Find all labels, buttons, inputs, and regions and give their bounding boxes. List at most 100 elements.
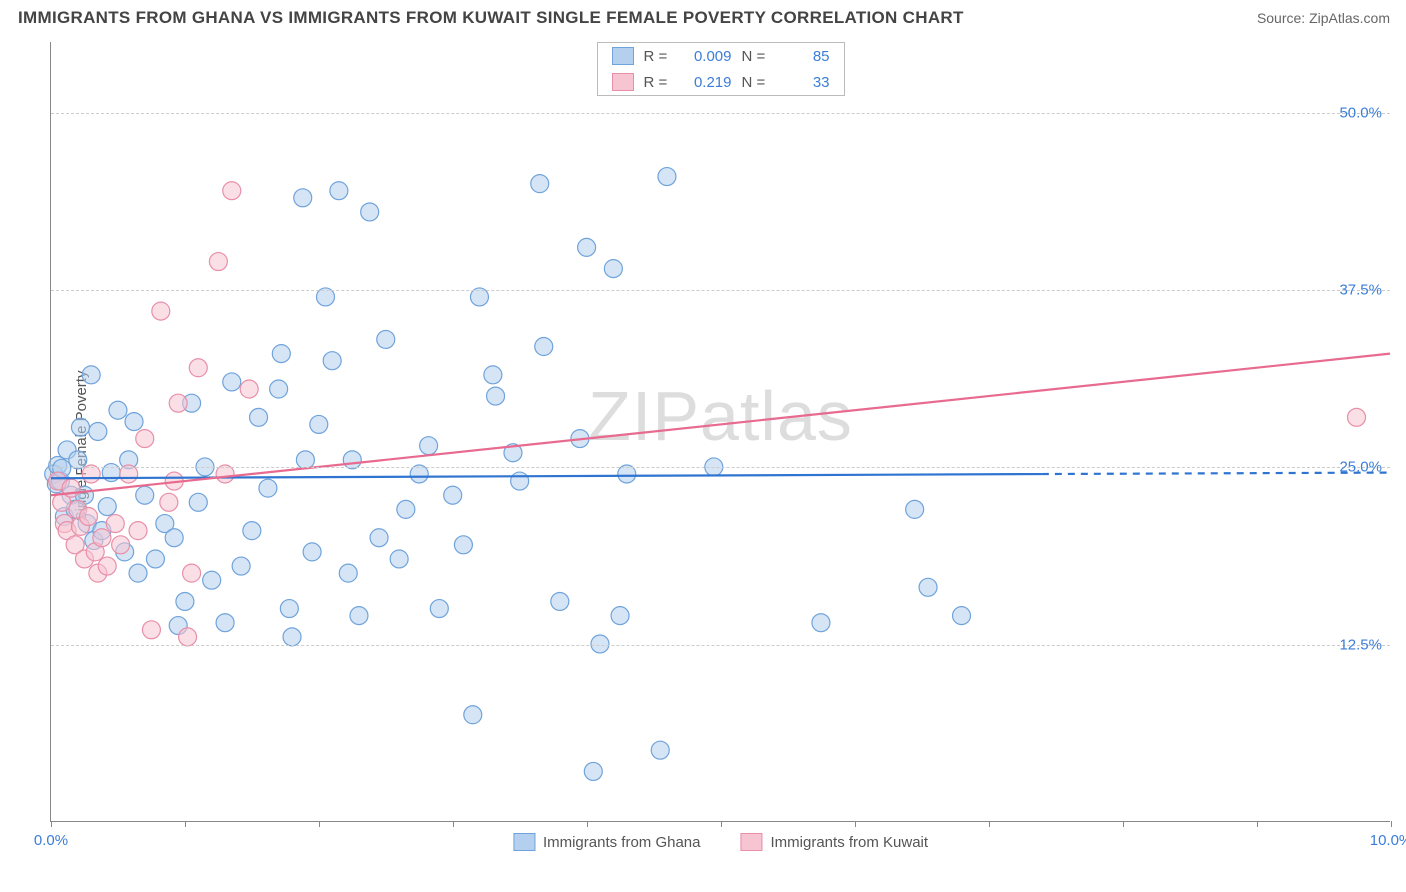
data-point [112, 536, 130, 554]
data-point [189, 493, 207, 511]
x-tick [1257, 821, 1258, 827]
data-point [71, 418, 89, 436]
data-point [109, 401, 127, 419]
legend-swatch-kuwait [741, 833, 763, 851]
data-point [136, 486, 154, 504]
data-point [183, 564, 201, 582]
x-tick [855, 821, 856, 827]
data-point [223, 373, 241, 391]
data-point [106, 515, 124, 533]
data-point [296, 451, 314, 469]
x-tick [185, 821, 186, 827]
data-point [611, 607, 629, 625]
data-point [310, 415, 328, 433]
scatter-plot-svg [51, 42, 1390, 821]
data-point [584, 762, 602, 780]
data-point [651, 741, 669, 759]
data-point [280, 600, 298, 618]
data-point [906, 500, 924, 518]
n-value-ghana: 85 [782, 48, 830, 65]
data-point [129, 564, 147, 582]
data-point [397, 500, 415, 518]
data-point [270, 380, 288, 398]
data-point [444, 486, 462, 504]
data-point [259, 479, 277, 497]
data-point [294, 189, 312, 207]
y-tick-label: 37.5% [1339, 282, 1382, 299]
legend-label-ghana: Immigrants from Ghana [543, 834, 701, 851]
data-point [658, 168, 676, 186]
x-tick-label: 10.0% [1370, 832, 1406, 849]
x-tick [453, 821, 454, 827]
data-point [189, 359, 207, 377]
legend-swatch-ghana [513, 833, 535, 851]
data-point [89, 423, 107, 441]
data-point [79, 507, 97, 525]
data-point [953, 607, 971, 625]
data-point [272, 345, 290, 363]
x-tick [319, 821, 320, 827]
y-tick-label: 12.5% [1339, 636, 1382, 653]
data-point [179, 628, 197, 646]
data-point [377, 330, 395, 348]
data-point [223, 182, 241, 200]
legend-item-kuwait: Immigrants from Kuwait [741, 833, 929, 851]
gridline [51, 645, 1390, 646]
data-point [454, 536, 472, 554]
r-label: R = [644, 74, 674, 91]
r-value-ghana: 0.009 [684, 48, 732, 65]
data-point [136, 430, 154, 448]
data-point [169, 394, 187, 412]
data-point [303, 543, 321, 561]
data-point [125, 413, 143, 431]
chart-title: IMMIGRANTS FROM GHANA VS IMMIGRANTS FROM… [18, 8, 964, 28]
swatch-kuwait [612, 73, 634, 91]
gridline [51, 290, 1390, 291]
data-point [203, 571, 221, 589]
data-point [209, 253, 227, 271]
data-point [152, 302, 170, 320]
data-point [604, 260, 622, 278]
data-point [129, 522, 147, 540]
data-point [430, 600, 448, 618]
x-tick [1391, 821, 1392, 827]
data-point [464, 706, 482, 724]
data-point [93, 529, 111, 547]
data-point [551, 592, 569, 610]
data-point [531, 175, 549, 193]
x-tick [721, 821, 722, 827]
x-tick [989, 821, 990, 827]
data-point [98, 498, 116, 516]
gridline [51, 113, 1390, 114]
data-point [283, 628, 301, 646]
data-point [69, 451, 87, 469]
r-label: R = [644, 48, 674, 65]
x-tick-label: 0.0% [34, 832, 68, 849]
data-point [146, 550, 164, 568]
y-tick-label: 50.0% [1339, 104, 1382, 121]
data-point [240, 380, 258, 398]
swatch-ghana [612, 47, 634, 65]
data-point [323, 352, 341, 370]
data-point [420, 437, 438, 455]
chart-header: IMMIGRANTS FROM GHANA VS IMMIGRANTS FROM… [0, 0, 1406, 32]
data-point [216, 614, 234, 632]
chart-legend: Immigrants from Ghana Immigrants from Ku… [513, 833, 928, 851]
data-point [487, 387, 505, 405]
data-point [165, 529, 183, 547]
data-point [1348, 408, 1366, 426]
data-point [98, 557, 116, 575]
gridline [51, 467, 1390, 468]
data-point [339, 564, 357, 582]
data-point [82, 366, 100, 384]
data-point [390, 550, 408, 568]
data-point [343, 451, 361, 469]
trend-line-extrapolated [1042, 473, 1390, 474]
data-point [370, 529, 388, 547]
data-point [350, 607, 368, 625]
legend-label-kuwait: Immigrants from Kuwait [771, 834, 929, 851]
data-point [142, 621, 160, 639]
data-point [812, 614, 830, 632]
data-point [511, 472, 529, 490]
x-tick [1123, 821, 1124, 827]
